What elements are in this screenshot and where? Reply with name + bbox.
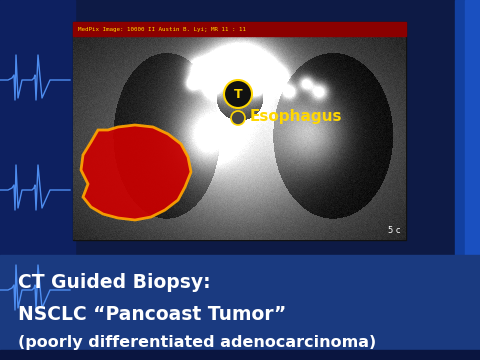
Text: T: T [234, 87, 242, 100]
Text: NSCLC “Pancoast Tumor”: NSCLC “Pancoast Tumor” [18, 305, 286, 324]
Bar [465, 0, 480, 360]
Polygon shape [81, 125, 191, 220]
Text: MedPix Image: 10000 II Austin B. Lyi; MR 11 : 11: MedPix Image: 10000 II Austin B. Lyi; MR… [78, 27, 246, 31]
Text: 5 c: 5 c [388, 226, 401, 235]
Bar [73, 22, 406, 240]
Text: (poorly differentiated adenocarcinoma): (poorly differentiated adenocarcinoma) [18, 335, 376, 350]
Circle shape [231, 111, 245, 125]
Circle shape [224, 80, 252, 108]
Bar [455, 0, 480, 360]
Text: CT Guided Biopsy:: CT Guided Biopsy: [18, 273, 211, 292]
Text: Esophagus: Esophagus [250, 108, 343, 123]
Bar [73, 22, 406, 36]
Bar [0, 0, 75, 360]
Bar [0, 350, 480, 360]
Bar [0, 255, 480, 360]
